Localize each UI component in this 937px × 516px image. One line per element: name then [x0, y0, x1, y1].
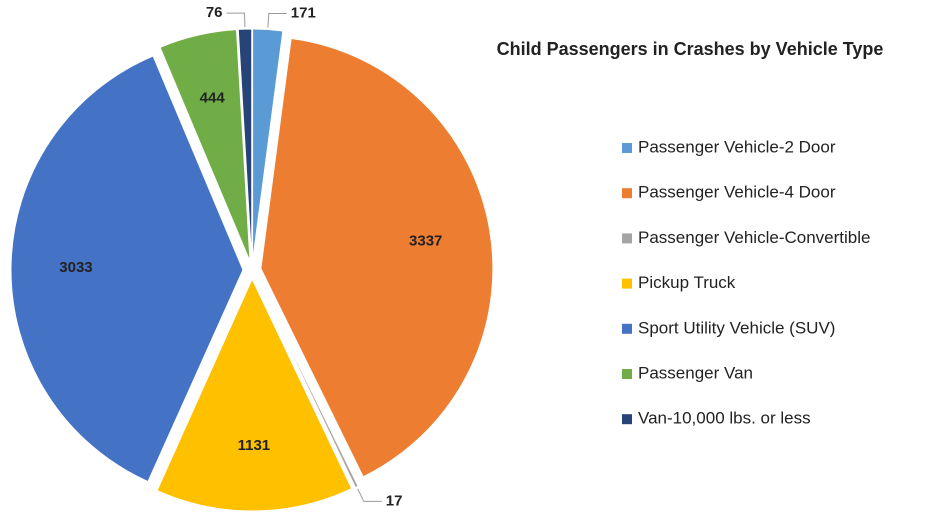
legend-swatch — [622, 414, 632, 425]
chart-title: Child Passengers in Crashes by Vehicle T… — [497, 39, 884, 59]
pie-slice — [255, 277, 359, 489]
pie-slice — [237, 28, 253, 262]
pie-slice — [156, 277, 353, 512]
leader-line — [357, 488, 382, 502]
legend-label: Pickup Truck — [638, 273, 736, 292]
leader-line — [226, 12, 246, 28]
data-label: 76 — [206, 4, 223, 21]
pie-slice — [159, 29, 251, 262]
legend-swatch — [622, 188, 632, 199]
legend-label: Passenger Vehicle-Convertible — [638, 228, 870, 247]
legend-swatch — [622, 143, 632, 153]
pie-slice — [10, 55, 244, 483]
data-label: 171 — [291, 5, 316, 22]
legend-swatch — [622, 323, 632, 334]
data-label: 1131 — [238, 437, 271, 454]
legend-swatch — [622, 369, 632, 379]
legend-label: Passenger Vehicle-2 Door — [638, 137, 836, 156]
legend-label: Van-10,000 lbs. or less — [638, 409, 811, 428]
data-label: 444 — [200, 89, 226, 106]
legend-label: Passenger Vehicle-4 Door — [638, 183, 836, 202]
legend-swatch — [622, 233, 632, 244]
data-label: 3337 — [409, 232, 442, 249]
data-label: 17 — [386, 492, 403, 509]
pie-slice — [252, 28, 284, 262]
data-label: 3033 — [59, 259, 92, 276]
legend-swatch — [622, 278, 632, 289]
legend-label: Sport Utility Vehicle (SUV) — [638, 318, 835, 337]
leader-line — [267, 13, 287, 28]
pie-slice — [260, 37, 494, 478]
legend-label: Passenger Van — [638, 363, 753, 382]
